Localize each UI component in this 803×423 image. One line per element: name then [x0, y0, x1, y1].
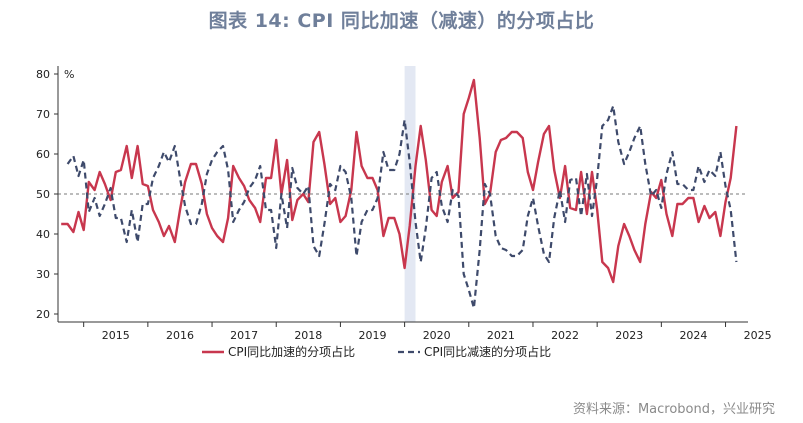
y-tick-label: 60 — [36, 148, 50, 161]
y-tick-label: 20 — [36, 308, 50, 321]
x-tick-label: 2021 — [487, 329, 515, 342]
legend-layer: CPI同比加速的分项占比 CPI同比减速的分项占比 — [202, 344, 551, 359]
shaded-period-layer — [404, 66, 416, 322]
axes-layer: 20 30 40 50 60 70 80 % 2015 2016 2017 2018 2019 2020 2… — [36, 66, 772, 342]
x-tick-label: 2023 — [615, 329, 643, 342]
chart-title: 图表 14: CPI 同比加速（减速）的分项占比 — [208, 10, 595, 32]
series-line-decelerate — [66, 104, 738, 310]
x-tick-label: 2016 — [166, 329, 194, 342]
y-tick-label: 50 — [36, 188, 50, 201]
x-tick-label: 2017 — [230, 329, 258, 342]
x-tick-label: 2020 — [423, 329, 451, 342]
legend-label: CPI同比加速的分项占比 — [228, 344, 355, 359]
y-tick-label: 70 — [36, 108, 50, 121]
series-line-accelerate — [61, 78, 738, 284]
y-tick-label: 80 — [36, 68, 50, 81]
y-tick-label: 30 — [36, 268, 50, 281]
x-tick-label: 2019 — [359, 329, 387, 342]
y-unit-label: % — [64, 68, 74, 81]
shaded-period — [404, 66, 416, 322]
x-tick-label: 2022 — [551, 329, 579, 342]
legend-label: CPI同比减速的分项占比 — [424, 344, 551, 359]
x-tick-label: 2025 — [744, 329, 772, 342]
x-tick-label: 2018 — [294, 329, 322, 342]
y-tick-label: 40 — [36, 228, 50, 241]
source-note: 资料来源：Macrobond，兴业研究 — [572, 402, 775, 417]
x-tick-label: 2015 — [102, 329, 130, 342]
x-tick-label: 2024 — [679, 329, 707, 342]
series-layer — [61, 78, 738, 310]
